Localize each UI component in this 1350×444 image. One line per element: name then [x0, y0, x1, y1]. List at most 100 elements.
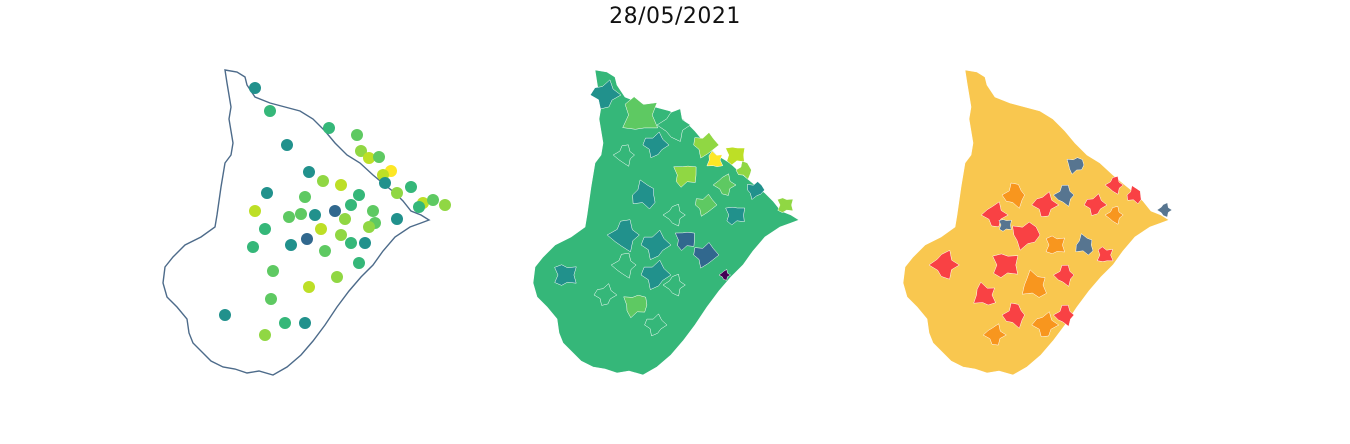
municipality-region: [640, 259, 672, 290]
municipality-category: [1001, 182, 1025, 209]
station-point: [367, 205, 379, 217]
station-point: [353, 257, 365, 269]
station-point: [303, 281, 315, 293]
category-base: [902, 69, 1170, 376]
municipality-region: [662, 203, 686, 227]
station-point: [285, 239, 297, 251]
station-point: [283, 211, 295, 223]
municipality-region: [656, 108, 691, 142]
station-point: [329, 205, 341, 217]
municipality-region: [642, 131, 670, 159]
state-outline: [162, 69, 431, 376]
municipality-region: [718, 269, 731, 281]
municipality-category: [1052, 304, 1075, 327]
municipality-region: [644, 313, 668, 337]
station-point: [355, 145, 367, 157]
municipality-category: [928, 249, 960, 280]
station-point: [363, 152, 375, 164]
station-point: [345, 237, 357, 249]
municipality-region: [706, 150, 724, 167]
municipality-region: [640, 229, 672, 260]
station-point: [379, 177, 391, 189]
station-point: [353, 189, 365, 201]
municipality-region: [777, 197, 794, 213]
station-point: [359, 237, 371, 249]
municipality-region: [673, 165, 697, 188]
station-point: [427, 194, 439, 206]
municipality-region: [606, 219, 640, 253]
municipality-region: [554, 264, 577, 286]
municipality-category: [1052, 264, 1075, 287]
station-point: [219, 309, 231, 321]
municipality-category: [1104, 175, 1124, 195]
station-point: [247, 241, 259, 253]
municipality-category: [1031, 191, 1060, 217]
municipality-region: [725, 146, 745, 166]
municipality-region: [622, 96, 659, 130]
municipality-category: [1126, 185, 1142, 205]
station-point: [315, 223, 327, 235]
municipality-region: [632, 179, 656, 210]
station-point: [319, 245, 331, 257]
station-point: [303, 166, 315, 178]
municipality-category: [1083, 193, 1108, 216]
station-point: [339, 213, 351, 225]
station-point: [301, 233, 313, 245]
station-point: [317, 175, 329, 187]
municipality-region: [623, 294, 648, 319]
category-map: [902, 69, 1173, 376]
municipality-category: [982, 323, 1007, 346]
municipality-category: [1031, 311, 1060, 337]
station-point: [413, 201, 425, 213]
map-date-title: 28/05/2021: [609, 4, 741, 29]
station-point: [391, 213, 403, 225]
municipality-region: [693, 132, 720, 159]
station-point: [264, 105, 276, 117]
station-point: [373, 151, 385, 163]
municipality-region: [735, 160, 752, 180]
choropleth-map: [532, 69, 800, 376]
station-point: [391, 187, 403, 199]
municipality-category: [1021, 269, 1047, 298]
municipality-region: [695, 193, 718, 217]
station-point: [281, 139, 293, 151]
station-point: [335, 229, 347, 241]
municipality-category: [992, 253, 1019, 278]
municipality-category: [973, 281, 996, 306]
municipality-region: [712, 173, 737, 196]
station-point: [299, 317, 311, 329]
station-point: [345, 199, 357, 211]
station-point: [261, 187, 273, 199]
municipality-category: [980, 201, 1009, 228]
station-point: [295, 208, 307, 220]
municipality-category: [1156, 202, 1173, 218]
municipality-region: [589, 79, 622, 110]
municipality-region: [612, 144, 635, 167]
station-point: [279, 317, 291, 329]
municipality-category: [1066, 157, 1085, 175]
municipality-region: [747, 181, 765, 200]
municipality-category: [998, 219, 1012, 232]
station-point: [405, 181, 417, 193]
municipality-category: [1075, 233, 1094, 256]
station-point: [363, 221, 375, 233]
station-point: [249, 205, 261, 217]
municipality-region: [610, 252, 637, 279]
station-point: [335, 179, 347, 191]
station-point: [439, 199, 451, 211]
municipality-category: [1012, 221, 1041, 251]
municipality-category: [1096, 246, 1114, 262]
municipality-category: [1052, 184, 1075, 207]
station-point: [331, 271, 343, 283]
station-point: [267, 265, 279, 277]
municipality-region: [674, 232, 695, 251]
station-point: [259, 223, 271, 235]
municipality-category: [1104, 205, 1124, 225]
station-point: [351, 129, 363, 141]
municipality-region: [662, 273, 686, 297]
station-point: [249, 82, 261, 94]
station-point: [299, 191, 311, 203]
municipality-region: [725, 206, 745, 226]
